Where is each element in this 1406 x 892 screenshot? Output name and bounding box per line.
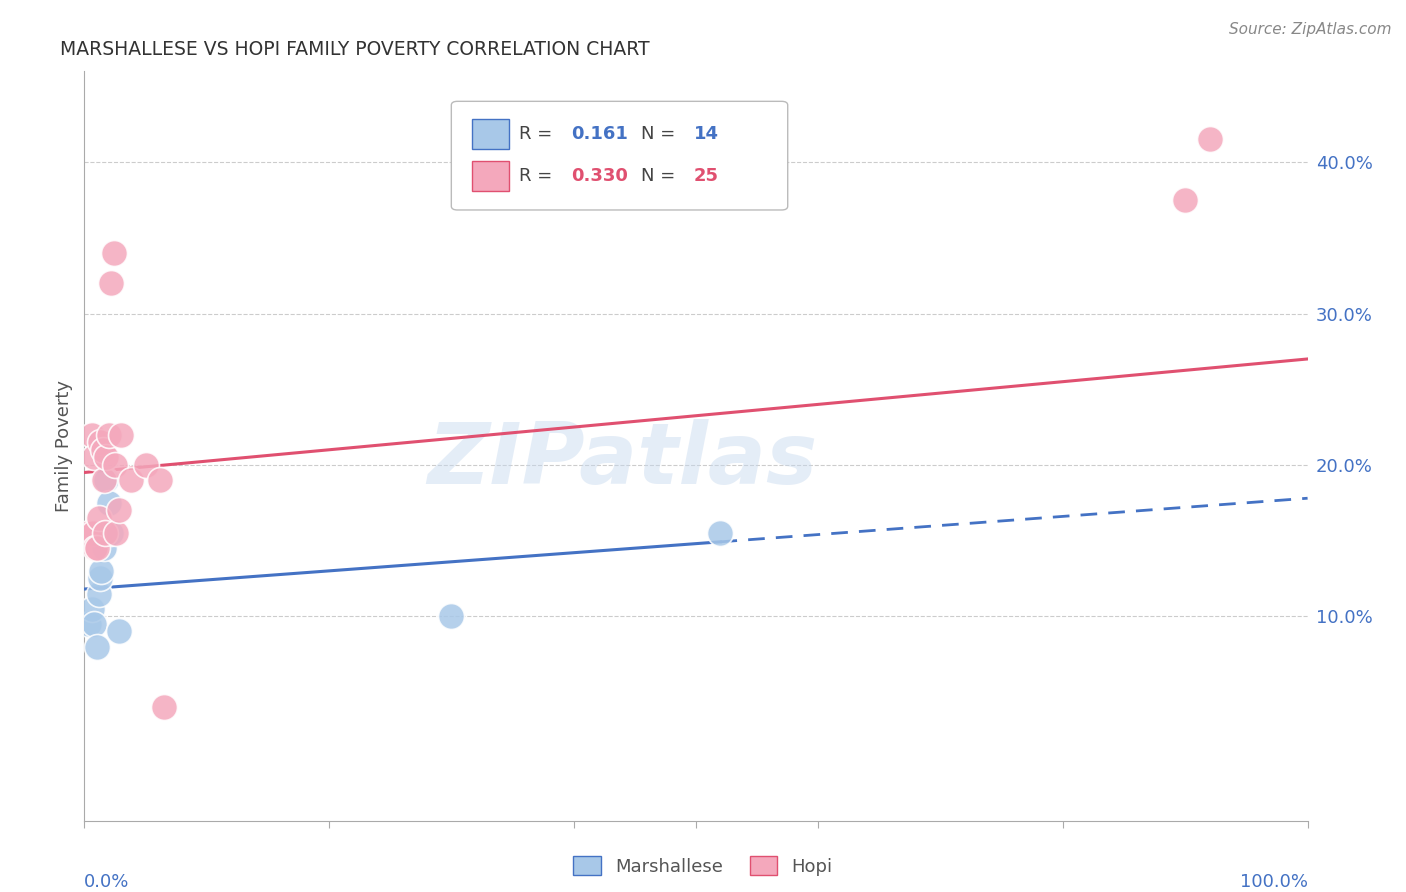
Point [104, 458, 127, 472]
Text: 0.0%: 0.0% [84, 873, 129, 891]
Text: 100.0%: 100.0% [1240, 873, 1308, 891]
Text: ZIPatlas: ZIPatlas [427, 419, 818, 502]
Point [94, 526, 117, 541]
Point [97, 496, 120, 510]
Text: N =: N = [641, 125, 681, 143]
Text: 0.161: 0.161 [571, 125, 628, 143]
Point [1174, 193, 1197, 207]
Text: 25: 25 [693, 168, 718, 186]
Text: N =: N = [641, 168, 681, 186]
Legend: Marshallese, Hopi: Marshallese, Hopi [567, 849, 839, 883]
Point [93, 473, 115, 487]
Point [105, 526, 128, 541]
Point [103, 246, 125, 260]
Text: MARSHALLESE VS HOPI FAMILY POVERTY CORRELATION CHART: MARSHALLESE VS HOPI FAMILY POVERTY CORRE… [60, 39, 650, 59]
Point [153, 700, 176, 714]
Point [100, 277, 122, 291]
FancyBboxPatch shape [451, 102, 787, 210]
Point [97, 427, 120, 442]
Y-axis label: Family Poverty: Family Poverty [55, 380, 73, 512]
Text: R =: R = [519, 125, 558, 143]
Point [86, 541, 108, 556]
Point [1198, 132, 1220, 146]
Point [83, 616, 105, 631]
Point [100, 526, 122, 541]
Text: R =: R = [519, 168, 558, 186]
Point [440, 609, 463, 624]
Point [96, 473, 118, 487]
Text: Source: ZipAtlas.com: Source: ZipAtlas.com [1229, 22, 1392, 37]
Point [80, 601, 103, 615]
Point [91, 442, 114, 457]
Point [77, 526, 100, 541]
Point [149, 473, 172, 487]
Text: 14: 14 [693, 125, 718, 143]
Point [77, 616, 100, 631]
Point [87, 511, 110, 525]
Point [89, 571, 111, 585]
Point [87, 586, 110, 600]
Point [120, 473, 142, 487]
Point [89, 435, 111, 450]
Point [90, 564, 112, 578]
Point [709, 526, 731, 541]
Bar [472, 161, 509, 191]
Point [96, 450, 118, 465]
Text: 0.330: 0.330 [571, 168, 628, 186]
Point [110, 427, 132, 442]
Point [135, 458, 157, 472]
Point [93, 541, 115, 556]
Point [80, 427, 103, 442]
Point [82, 526, 104, 541]
Point [84, 541, 107, 556]
Bar [472, 119, 509, 149]
Point [107, 503, 129, 517]
Point [107, 624, 129, 639]
Point [83, 450, 105, 465]
Point [86, 640, 108, 654]
